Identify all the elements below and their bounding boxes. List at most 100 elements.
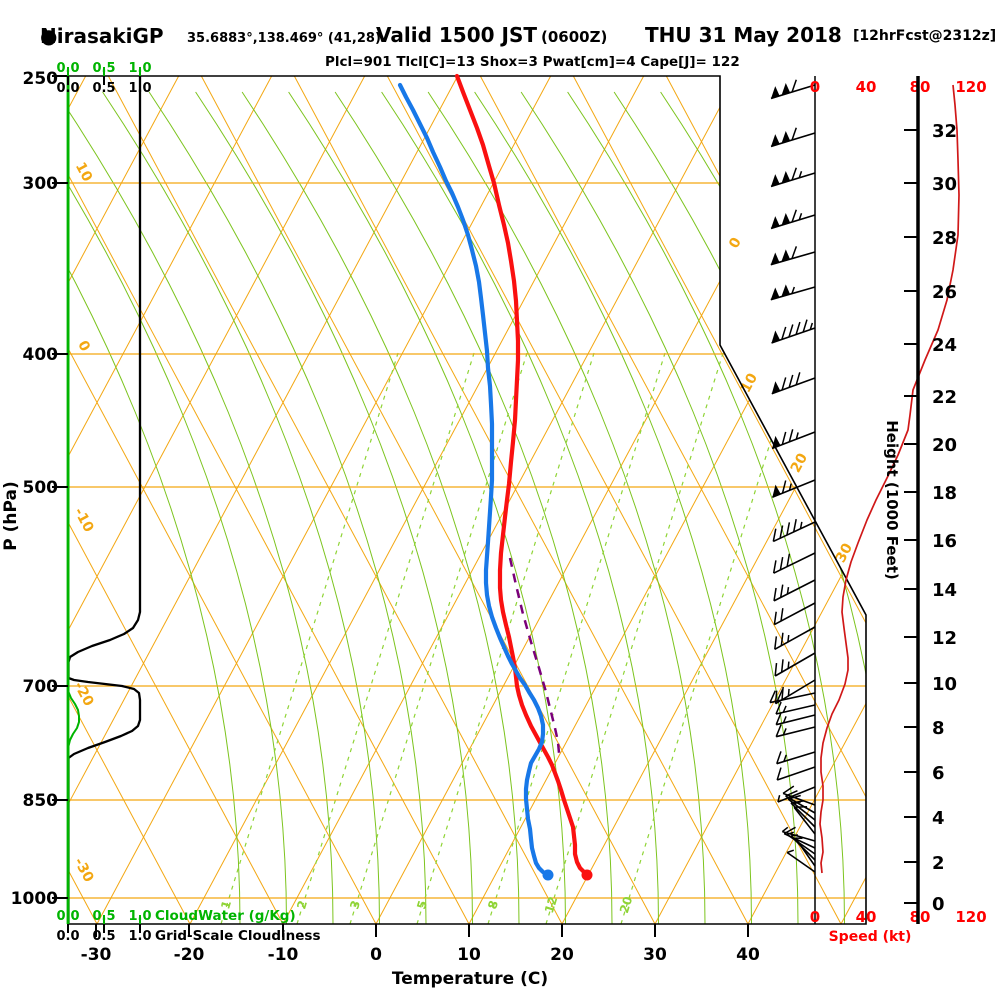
cloudwater-scale-label: 0.5 [92,909,115,924]
wind-barb-feather [783,826,796,835]
wind-barb-feather [780,608,784,622]
wind-barb [769,688,816,704]
temperature-axis-title: Temperature (C) [392,969,548,989]
cloudiness-scale-label: 0.0 [56,81,79,96]
wind-barb-half-feather [782,728,787,736]
speed-scale-label-top: 0 [810,78,820,96]
wind-barb-feather [792,519,797,533]
height-tick-label: 30 [932,174,957,195]
wind-barb-shaft [773,579,816,602]
wind-barb-feather [779,525,784,539]
sounding-curves-group [397,73,593,881]
dry-adiabat-label: 0 [74,338,93,354]
isotherm-line [282,76,738,924]
wind-barb-shaft [770,172,816,188]
wind-barb-feather [791,127,797,141]
dry-adiabat-line [851,76,866,924]
wind-barb-half-feather [786,587,790,595]
wind-barb [770,284,816,301]
dry-adiabat-line [68,76,191,924]
moist-adiabat-line [427,91,706,924]
wind-barb-flag [771,330,781,343]
wind-barb-shaft [793,806,816,835]
wind-barb-shaft [776,766,816,781]
isotherm-line [840,76,866,924]
wind-barb-shaft [770,286,816,301]
pressure-tick-label: 700 [23,677,59,697]
wind-barb-half-feather [782,705,787,713]
wind-barb [790,834,816,861]
speed-scale-label-top: 120 [955,78,986,96]
isotherm-line [375,76,831,924]
wind-barb-half-feather [783,754,787,762]
cloudiness-scale-label: 1.0 [128,929,151,944]
wind-barb-shaft [770,214,816,230]
wind-barb-feather [780,659,784,673]
wind-barb-shaft [774,652,816,677]
station-coordinates: 35.6883°,138.469° (41,28) [187,31,381,46]
speed-scale-label-bottom: 120 [955,908,986,926]
height-tick-label: 10 [932,674,957,695]
wind-barb-shaft [775,704,816,715]
moist-adiabat-line [241,91,520,924]
wind-barb-half-feather [795,432,799,440]
mixing-ratio-line [545,352,724,924]
wind-barb-half-feather [786,831,795,836]
wind-barb-half-feather [777,795,781,803]
wind-barb-flag [781,249,791,262]
mixing-ratio-label: 1 [218,899,234,911]
wind-barb-flag [771,134,780,147]
wind-barb-feather [802,319,808,333]
cloudiness-scale-label: 0.5 [92,81,115,96]
moist-adiabat-line [68,91,334,924]
wind-barb-half-feather [798,170,803,179]
wind-barb [772,552,816,574]
speed-scale-label-top: 80 [910,78,931,96]
wind-barb-flag [781,212,791,226]
wind-barb [771,429,816,450]
wind-barb-feather [773,587,777,602]
cloudiness-axis-title: Grid-Scale Cloudiness [155,928,321,944]
wind-barb-feather [780,632,784,646]
pressure-tick-label: 500 [23,478,59,498]
dewpoint-curve [397,82,551,878]
wind-barb [771,372,816,395]
wind-barb-flag [770,287,780,300]
wind-barb-feather [786,553,791,567]
wind-barb-half-feather [787,661,790,669]
moist-adiabat-line [68,91,287,924]
speed-scale-label-bottom: 0 [810,908,820,926]
grid-scale-cloudiness-curve [68,76,142,924]
dry-adiabat-label: -30 [71,855,97,885]
wind-barb [794,837,816,867]
height-tick-label: 24 [932,335,957,356]
wind-barb-shaft [774,602,816,626]
temperature-curve [454,73,590,878]
height-tick-label: 20 [932,435,957,456]
moist-adiabat-line [68,91,241,924]
speed-scale-label-bottom: 40 [856,908,877,926]
wind-barb-feather [795,321,801,335]
wind-barb [776,751,816,765]
moist-adiabat-line [520,91,799,924]
wind-barb-feather [775,712,782,725]
moist-adiabat-line [474,91,752,924]
isotherm-line [468,76,866,924]
mixing-ratio-line [620,352,799,924]
mixing-ratio-label: 5 [414,899,430,911]
height-tick-label: 22 [932,387,957,408]
wind-barb [786,849,816,873]
mixing-ratio-line [487,352,666,924]
wind-barb-feather [779,556,784,571]
isotherm-line [561,76,866,924]
mixing-ratio-line [220,352,399,924]
wind-barb-feather [791,79,797,93]
temperature-tick-label: -10 [268,945,299,965]
cloud-water-curve [68,76,80,924]
dry-adiabat-line [68,76,284,924]
dry-adiabat-label: 10 [72,160,95,185]
dry-adiabat-line [293,76,749,924]
pressure-axis-title: P (hPa) [1,481,21,551]
wind-barb-feather [791,209,797,223]
